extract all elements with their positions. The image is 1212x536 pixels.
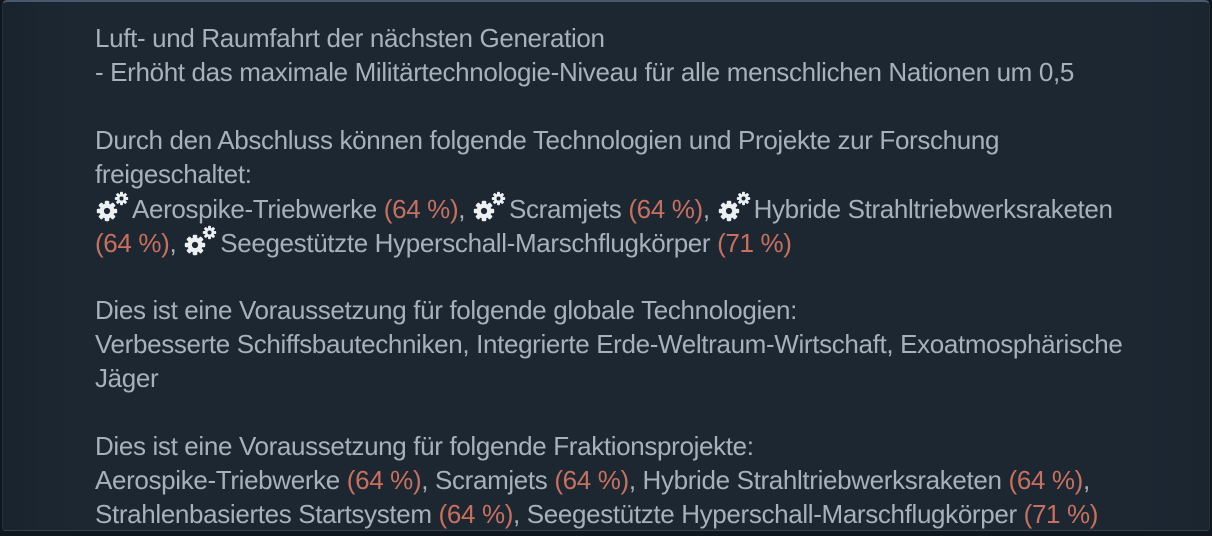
research-chance: (71 %) [1023, 499, 1099, 529]
project-gear-icon [718, 191, 750, 222]
research-chance: (64 %) [438, 499, 514, 529]
research-chance: (64 %) [383, 194, 459, 224]
text-segment: Dies ist eine Voraussetzung für folgende… [95, 295, 797, 325]
project-gear-icon [473, 191, 506, 222]
text-segment: , [169, 228, 184, 258]
tooltip-line: Dies ist eine Voraussetzung für folgende… [95, 429, 1199, 463]
tooltip-line: (64 %), Seegestützte Hyperschall-Marschf… [95, 225, 1199, 259]
text-segment: Luft- und Raumfahrt der nächsten Generat… [95, 23, 605, 53]
text-segment: Aerospike-Triebwerke [132, 194, 384, 224]
tooltip-line: Luft- und Raumfahrt der nächsten Generat… [95, 21, 1199, 55]
text-segment: - Erhöht das maximale Militärtechnologie… [95, 57, 1074, 87]
research-chance: (64 %) [1008, 465, 1084, 495]
research-chance: (64 %) [95, 228, 170, 258]
tooltip-line: - Erhöht das maximale Militärtechnologie… [95, 55, 1199, 89]
text-segment: Hybride Strahltriebwerksraketen [753, 194, 1113, 224]
text-segment: Aerospike-Triebwerke [95, 465, 347, 495]
research-chance: (64 %) [628, 194, 703, 224]
text-segment: , Hybride Strahltriebwerksraketen [628, 465, 1009, 495]
text-segment: , Seegestützte Hyperschall-Marschflugkör… [513, 499, 1024, 529]
tooltip-line: Verbesserte Schiffsbautechniken, Integri… [95, 327, 1199, 361]
text-segment: , [702, 194, 717, 224]
research-chance: (64 %) [554, 465, 629, 495]
text-segment: freigeschaltet: [95, 159, 252, 189]
research-chance: (71 %) [717, 228, 792, 258]
tooltip-line: Durch den Abschluss können folgende Tech… [95, 123, 1199, 157]
text-segment: Durch den Abschluss können folgende Tech… [95, 125, 1000, 155]
tooltip-line: Aerospike-Triebwerke (64 %), Scramjets (… [95, 463, 1199, 497]
research-chance: (64 %) [346, 465, 422, 495]
text-segment: Dies ist eine Voraussetzung für folgende… [95, 431, 754, 461]
tooltip-line: Aerospike-Triebwerke (64 %), Scramjets (… [95, 191, 1199, 225]
project-gear-icon [96, 191, 129, 222]
tooltip-block-title: Luft- und Raumfahrt der nächsten Generat… [95, 21, 1199, 89]
text-segment: Jäger [95, 363, 159, 393]
text-segment: Verbesserte Schiffsbautechniken, Integri… [95, 329, 1123, 359]
text-segment: , [1083, 465, 1090, 495]
tooltip-line: Jäger [95, 361, 1199, 395]
tooltip-line: Dies ist eine Voraussetzung für folgende… [95, 293, 1199, 327]
tooltip-line: freigeschaltet: [95, 157, 1199, 191]
text-segment: , [458, 194, 473, 224]
project-gear-icon [185, 225, 217, 256]
text-segment: Scramjets [509, 194, 629, 224]
text-segment: , Scramjets [421, 465, 555, 495]
tooltip-content: Luft- und Raumfahrt der nächsten Generat… [95, 21, 1199, 531]
tooltip-block-global-technologies: Dies ist eine Voraussetzung für folgende… [95, 293, 1199, 395]
text-segment: Seegestützte Hyperschall-Marschflugkörpe… [220, 228, 718, 258]
text-segment: Strahlenbasiertes Startsystem [95, 499, 439, 529]
tooltip-block-faction-projects: Dies ist eine Voraussetzung für folgende… [95, 429, 1199, 531]
tooltip-line: Strahlenbasiertes Startsystem (64 %), Se… [95, 497, 1199, 531]
tooltip-block-unlocks: Durch den Abschluss können folgende Tech… [95, 123, 1199, 259]
